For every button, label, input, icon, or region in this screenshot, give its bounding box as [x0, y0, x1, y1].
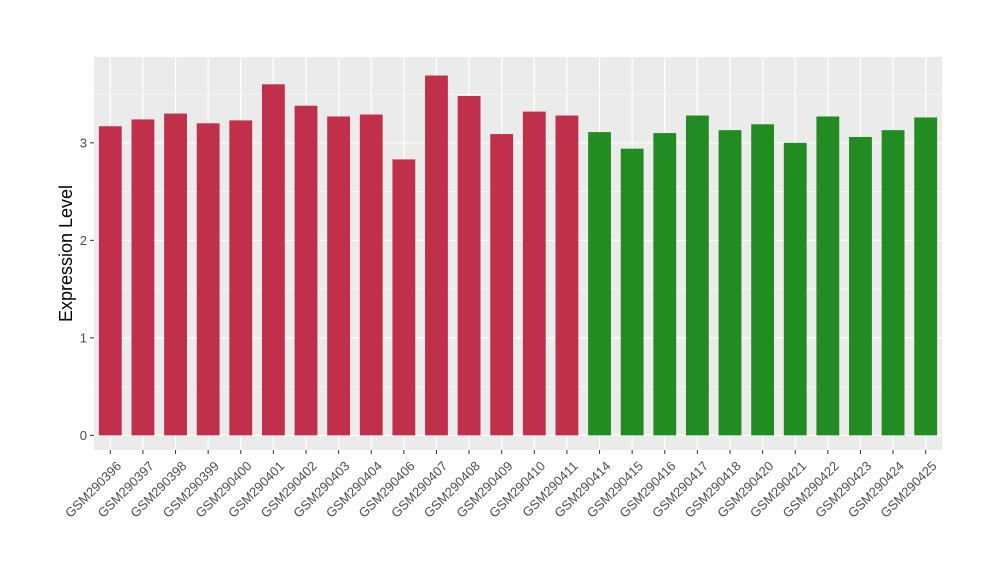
x-axis: GSM290396GSM290397GSM290398GSM290399GSM2…	[62, 450, 940, 521]
y-tick-label: 0	[80, 428, 87, 443]
bar	[849, 136, 872, 436]
bar	[588, 132, 611, 436]
bar	[261, 84, 285, 436]
bar	[164, 113, 187, 436]
bar	[490, 134, 514, 436]
bar	[294, 105, 318, 436]
bar	[816, 116, 840, 436]
bar	[425, 75, 448, 436]
bar	[327, 116, 351, 436]
bar	[229, 120, 253, 436]
bar	[522, 111, 546, 436]
bar	[620, 148, 644, 436]
bar	[196, 123, 220, 436]
bar	[914, 117, 938, 436]
bar	[783, 142, 807, 436]
bar	[555, 115, 579, 436]
bar	[457, 96, 481, 436]
bar	[653, 133, 677, 436]
y-tick-label: 1	[80, 330, 87, 345]
y-axis-title: Expression Level	[56, 185, 76, 322]
bar	[98, 126, 122, 436]
y-axis: 0 1 2 3	[80, 135, 94, 443]
bar	[751, 124, 775, 436]
bar	[359, 114, 383, 436]
bar	[392, 159, 416, 436]
bar	[718, 130, 742, 436]
bar	[685, 115, 709, 436]
bars	[98, 75, 938, 436]
bar	[131, 119, 155, 436]
y-tick-label: 3	[80, 135, 87, 150]
bar	[881, 130, 905, 436]
plot-panel	[94, 57, 942, 450]
y-tick-label: 2	[80, 233, 87, 248]
